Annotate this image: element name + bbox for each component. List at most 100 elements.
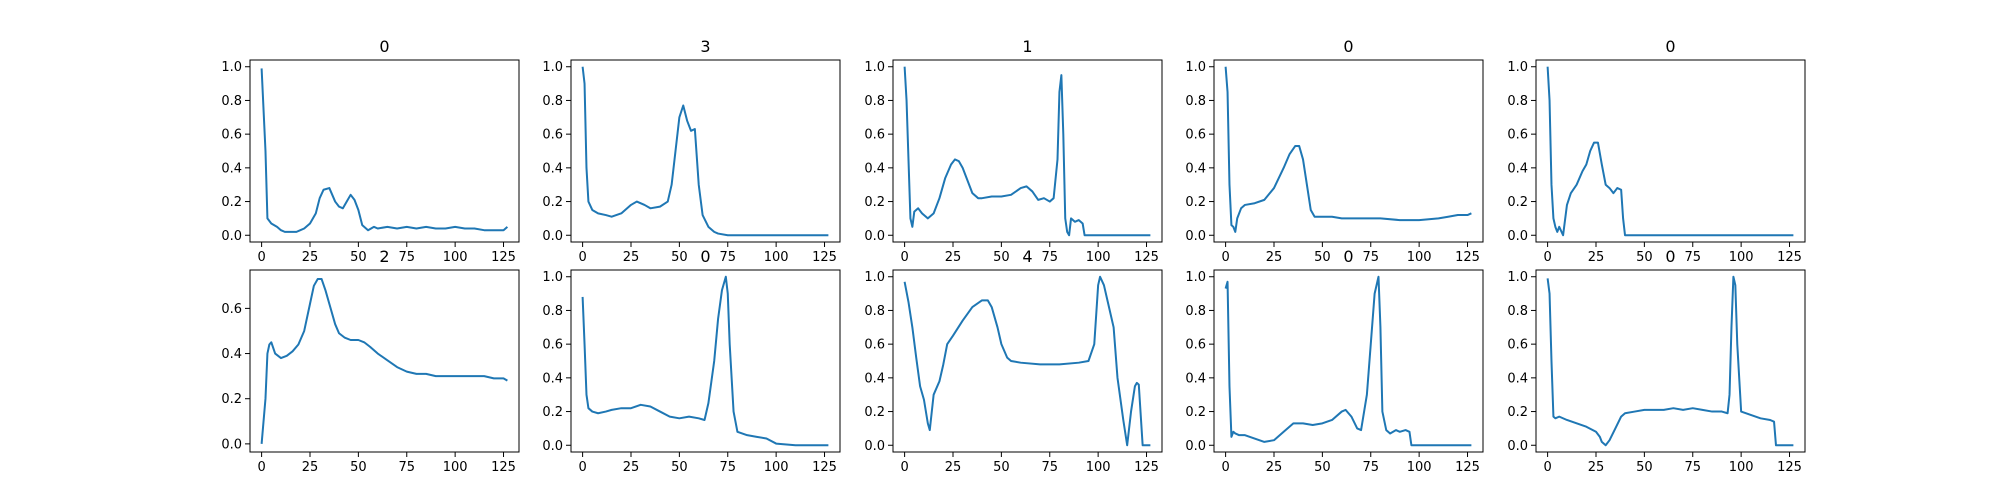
y-tick-label: 0.6 — [221, 128, 242, 143]
axes-frame — [1535, 59, 1806, 243]
x-tick-label: 125 — [1455, 250, 1480, 265]
x-tick-label: 75 — [719, 460, 736, 475]
x-tick-label: 25 — [623, 460, 640, 475]
x-tick-label: 50 — [993, 460, 1010, 475]
y-tick-label: 0.0 — [221, 229, 242, 244]
y-tick-label: 0.8 — [864, 94, 885, 109]
x-tick-label: 50 — [993, 250, 1010, 265]
x-tick-label: 0 — [1543, 460, 1551, 475]
axes-frame — [570, 59, 841, 243]
x-tick-label: 75 — [398, 460, 415, 475]
y-tick-label: 0.8 — [1185, 94, 1206, 109]
subplot-6: 2 0 25 50 75 100 125 0.0 0.2 0.4 0.6 — [221, 247, 520, 475]
data-line — [260, 278, 508, 444]
axes-frame — [892, 59, 1163, 243]
subplot-2: 3 0 25 50 75 100 125 0.0 0.2 0.4 0.6 0.8 1.0 — [542, 37, 841, 265]
y-tick-label: 0.8 — [221, 94, 242, 109]
data-line — [1546, 275, 1794, 447]
y-tick-label: 0.4 — [864, 371, 885, 386]
x-tick-label: 25 — [945, 250, 962, 265]
subplot-8: 4 0 25 50 75 100 125 0.0 0.2 0.4 0.6 0.8 1.0 — [864, 247, 1163, 475]
y-tick-label: 0.4 — [864, 161, 885, 176]
y-tick-label: 0.2 — [1185, 405, 1206, 420]
y-tick-label: 0.2 — [864, 405, 885, 420]
y-tick-label: 0.2 — [221, 392, 242, 407]
y-tick-label: 0.8 — [1507, 304, 1528, 319]
y-tick-label: 0.6 — [1185, 338, 1206, 353]
y-tick-label: 0.4 — [221, 161, 242, 176]
y-tick-label: 0.2 — [221, 195, 242, 210]
y-tick-label: 0.2 — [1507, 195, 1528, 210]
subplot-title: 0 — [379, 37, 389, 56]
x-tick-label: 0 — [900, 460, 908, 475]
x-tick-label: 75 — [719, 250, 736, 265]
x-tick-label: 75 — [1041, 460, 1058, 475]
y-tick-label: 0.0 — [542, 439, 563, 454]
x-tick-label: 100 — [1086, 460, 1111, 475]
x-tick-label: 25 — [1588, 460, 1605, 475]
x-tick-label: 100 — [1407, 460, 1432, 475]
data-line — [1224, 275, 1472, 447]
y-tick-label: 0.8 — [1185, 304, 1206, 319]
x-tick-label: 25 — [1266, 460, 1283, 475]
x-tick-label: 100 — [1086, 250, 1111, 265]
x-tick-label: 100 — [443, 460, 468, 475]
x-tick-label: 100 — [1407, 250, 1432, 265]
y-tick-label: 0.6 — [221, 302, 242, 317]
data-line — [1546, 66, 1794, 237]
y-tick-label: 0.2 — [542, 195, 563, 210]
y-tick-label: 0.6 — [1507, 128, 1528, 143]
subplot-title: 0 — [1665, 37, 1675, 56]
x-tick-label: 50 — [671, 460, 688, 475]
data-line — [903, 66, 1151, 237]
x-tick-label: 25 — [1266, 250, 1283, 265]
data-line — [903, 275, 1151, 447]
y-tick-label: 1.0 — [864, 60, 885, 75]
x-tick-label: 75 — [1684, 250, 1701, 265]
axes-frame — [1213, 59, 1484, 243]
x-tick-label: 125 — [812, 460, 837, 475]
y-tick-label: 0.0 — [864, 439, 885, 454]
x-tick-label: 25 — [623, 250, 640, 265]
subplot-title: 2 — [379, 247, 389, 266]
subplot-7: 0 0 25 50 75 100 125 0.0 0.2 0.4 0.6 0.8 1.0 — [542, 247, 841, 475]
y-tick-label: 0.2 — [1185, 195, 1206, 210]
x-tick-label: 125 — [491, 460, 516, 475]
y-tick-label: 0.4 — [1185, 161, 1206, 176]
y-tick-label: 0.6 — [864, 338, 885, 353]
y-tick-label: 0.4 — [1507, 371, 1528, 386]
data-line — [581, 275, 829, 447]
data-line — [1224, 66, 1472, 233]
y-tick-label: 0.4 — [1507, 161, 1528, 176]
subplot-3: 1 0 25 50 75 100 125 0.0 0.2 0.4 0.6 0.8 1.0 — [864, 37, 1163, 265]
x-tick-label: 0 — [1543, 250, 1551, 265]
y-tick-label: 1.0 — [1185, 60, 1206, 75]
y-tick-label: 0.6 — [1507, 338, 1528, 353]
y-tick-label: 0.8 — [1507, 94, 1528, 109]
subplot-title: 3 — [700, 37, 710, 56]
subplot-5: 0 0 25 50 75 100 125 0.0 0.2 0.4 0.6 0.8 1.0 — [1507, 37, 1806, 265]
x-tick-label: 75 — [1684, 460, 1701, 475]
x-tick-label: 75 — [1362, 250, 1379, 265]
y-tick-label: 0.0 — [1185, 439, 1206, 454]
y-tick-label: 1.0 — [1507, 60, 1528, 75]
y-tick-label: 1.0 — [1507, 270, 1528, 285]
axes-frame — [892, 269, 1163, 453]
x-tick-label: 50 — [350, 250, 367, 265]
y-tick-label: 0.4 — [1185, 371, 1206, 386]
x-tick-label: 125 — [812, 250, 837, 265]
y-tick-label: 0.0 — [542, 229, 563, 244]
x-tick-label: 125 — [491, 250, 516, 265]
y-tick-label: 0.0 — [1185, 229, 1206, 244]
x-tick-label: 0 — [1221, 250, 1229, 265]
y-tick-label: 0.2 — [864, 195, 885, 210]
y-tick-label: 0.8 — [864, 304, 885, 319]
x-tick-label: 125 — [1777, 250, 1802, 265]
y-tick-label: 0.4 — [542, 371, 563, 386]
x-tick-label: 50 — [1314, 460, 1331, 475]
x-tick-label: 25 — [302, 460, 319, 475]
data-line — [581, 66, 829, 237]
y-tick-label: 0.6 — [864, 128, 885, 143]
x-tick-label: 0 — [257, 250, 265, 265]
subplot-title: 0 — [1665, 247, 1675, 266]
